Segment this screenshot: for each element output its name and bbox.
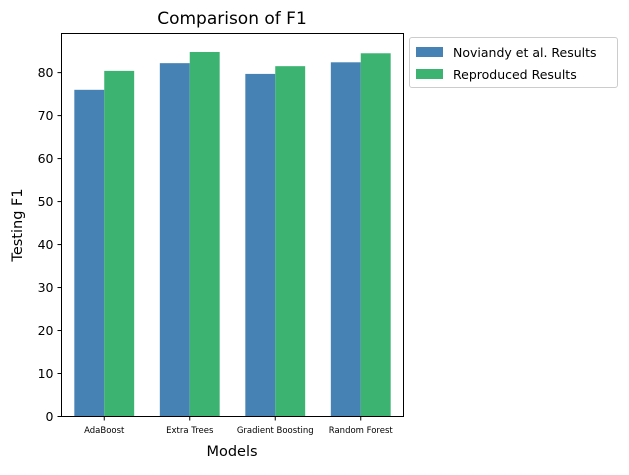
- bar-gradient-boosting-series-2: [275, 66, 306, 417]
- x-tick-label: Gradient Boosting: [237, 426, 314, 436]
- chart-title: Comparison of F1: [157, 9, 307, 29]
- y-tick-label: 0: [46, 409, 54, 424]
- bars-group: [74, 51, 391, 417]
- bar-random-forest-series-2: [360, 53, 391, 417]
- y-tick-label: 40: [38, 237, 54, 252]
- y-tick-label: 30: [38, 280, 54, 295]
- bar-extra-trees-series-1: [159, 63, 190, 417]
- y-tick-label: 20: [38, 323, 54, 338]
- y-axis-label: Testing F1: [10, 188, 26, 262]
- legend-item-noviandy: Noviandy et al. Results: [416, 43, 597, 61]
- y-axis: 0 10 20 30 40 50 60 70 80: [38, 65, 62, 424]
- x-tick-label: AdaBoost: [84, 426, 125, 436]
- y-tick-label: 60: [38, 151, 54, 166]
- legend-label-reproduced: Reproduced Results: [453, 66, 577, 82]
- bar-adaboost-series-2: [104, 70, 135, 417]
- bar-adaboost-series-1: [74, 89, 105, 417]
- x-axis: AdaBoost Extra Trees Gradient Boosting Rand…: [84, 416, 394, 436]
- x-tick-label: Extra Trees: [166, 426, 214, 436]
- legend: Noviandy et al. Results Reproduced Resul…: [409, 37, 618, 88]
- legend-label-noviandy: Noviandy et al. Results: [453, 44, 597, 60]
- bar-random-forest-series-1: [330, 62, 361, 417]
- y-tick-label: 70: [38, 108, 54, 123]
- y-tick-label: 50: [38, 194, 54, 209]
- bar-gradient-boosting-series-1: [245, 73, 276, 417]
- x-axis-label: Models: [206, 444, 257, 460]
- y-tick-label: 10: [38, 366, 54, 381]
- legend-swatch-reproduced: [416, 69, 443, 79]
- legend-item-reproduced: Reproduced Results: [416, 65, 577, 83]
- bar-extra-trees-series-2: [189, 51, 220, 417]
- plot-frame: [61, 33, 404, 417]
- x-tick-label: Random Forest: [329, 426, 394, 436]
- y-tick-label: 80: [38, 65, 54, 80]
- legend-swatch-noviandy: [416, 47, 443, 57]
